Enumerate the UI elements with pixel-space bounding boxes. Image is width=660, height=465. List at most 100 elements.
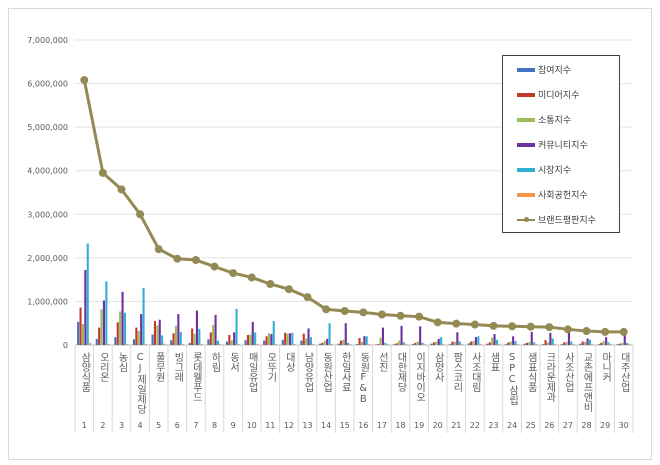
y-tick-label: 3,000,000 [27,210,68,219]
line-point [563,325,572,334]
bar-4 [270,334,273,345]
category-label: 빙그레 [172,352,184,383]
bar-6 [572,344,575,345]
bar-4 [493,334,496,345]
bar-5 [198,328,201,345]
bar-1 [95,338,98,345]
bar-2 [525,342,528,345]
line-point [619,327,628,336]
bar-5 [384,342,387,345]
bar-3 [602,341,605,345]
bar-4 [512,336,515,345]
bar-1 [616,344,619,345]
bar-4 [84,270,87,345]
category-label: 삼양식품 [79,352,91,392]
legend-item: 사회공헌지수 [517,188,588,201]
bar-1 [318,343,321,345]
rank-label: 26 [544,421,554,430]
bar-1 [207,339,210,345]
bar-3 [249,334,252,345]
bar-3 [156,325,159,345]
bar-2 [172,333,175,345]
bar-2 [153,321,156,345]
bar-5 [142,287,145,345]
bar-5 [365,336,368,345]
rank-label: 11 [265,421,275,430]
bar-6 [609,344,612,345]
bar-2 [563,342,566,345]
rank-label: 25 [526,421,536,430]
rank-label: 27 [563,421,573,430]
line-point [284,285,293,294]
bar-6 [312,344,315,345]
bar-6 [516,344,519,345]
bar-3 [267,333,270,345]
bar-3 [193,333,196,345]
rank-label: 23 [488,421,498,430]
bar-3 [491,337,494,345]
bar-5 [328,323,331,345]
bar-3 [286,333,289,345]
bar-4 [121,291,124,345]
legend-label: 미디어지수 [538,91,580,101]
rank-label: 7 [193,421,198,430]
category-label: 크라운제과 [544,352,556,403]
bar-1 [486,343,489,345]
bar-1 [151,334,154,345]
rank-label: 6 [175,421,180,430]
category-label: 오뚜기 [265,352,277,383]
category-label: 마니커 [600,352,612,383]
bar-4 [288,333,291,345]
bar-3 [509,341,512,345]
bar-1 [263,340,266,345]
bar-5 [402,342,405,345]
line-point [340,307,349,316]
line-point [396,311,405,320]
bar-6 [275,344,278,345]
line-point [80,76,89,85]
bar-3 [621,342,624,345]
bar-4 [158,319,161,345]
bar-4 [419,326,422,345]
bar-5 [551,338,554,345]
bar-2 [339,340,342,345]
bar-2 [395,343,398,345]
bar-6 [479,344,482,345]
bar-1 [337,343,340,345]
line-point [508,322,517,331]
bar-2 [228,334,231,345]
bar-5 [161,335,164,345]
bar-6 [442,344,445,345]
bar-3 [230,340,233,345]
bar-2 [321,342,324,345]
bar-1 [170,340,173,345]
bar-4 [567,331,570,345]
rank-label: 10 [247,421,257,430]
bar-1 [393,344,396,345]
bar-2 [470,341,473,345]
rank-label: 2 [100,421,105,430]
bar-1 [504,344,507,345]
line-point [191,256,200,265]
bar-5 [607,342,610,345]
bar-2 [98,327,101,345]
bar-4 [140,314,143,345]
bar-6 [461,344,464,345]
bar-2 [488,342,491,345]
bar-4 [326,338,329,345]
legend-swatch [517,167,535,172]
bar-3 [528,341,531,345]
category-label: 오리온 [97,352,109,382]
bar-5 [626,342,629,345]
rank-label: 4 [138,421,143,430]
rank-label: 16 [358,421,368,430]
bar-2 [600,342,603,345]
line-point [526,322,535,331]
bar-6 [498,344,501,345]
bar-5 [272,321,275,345]
bar-4 [549,332,552,345]
line-point [489,321,498,330]
y-tick-label: 1,000,000 [27,297,68,306]
y-tick-label: 7,000,000 [27,36,68,45]
